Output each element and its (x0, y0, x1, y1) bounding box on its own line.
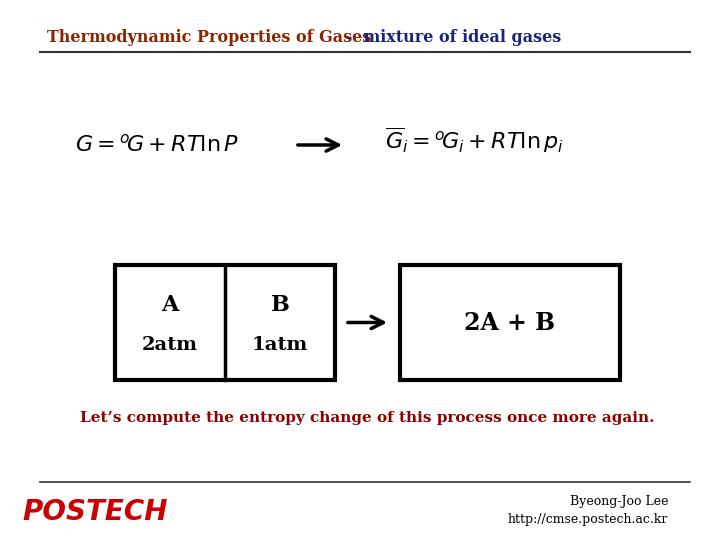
Text: 2A + B: 2A + B (464, 310, 556, 334)
Text: -  mixture of ideal gases: - mixture of ideal gases (340, 30, 562, 46)
Text: $G{=}^o\!G + RT\ln P$: $G{=}^o\!G + RT\ln P$ (75, 134, 239, 156)
Text: 1atm: 1atm (252, 336, 308, 354)
Bar (115, 265, 335, 380)
Text: 2atm: 2atm (142, 336, 198, 354)
Text: A: A (161, 294, 179, 316)
Text: $\overline{G}_i{=}^o\!G_i + RT\ln p_i$: $\overline{G}_i{=}^o\!G_i + RT\ln p_i$ (385, 125, 564, 155)
Bar (400, 265, 620, 380)
Text: Let’s compute the entropy change of this process once more again.: Let’s compute the entropy change of this… (80, 411, 654, 425)
Text: Thermodynamic Properties of Gases: Thermodynamic Properties of Gases (47, 30, 372, 46)
Text: POSTECH: POSTECH (22, 498, 168, 526)
Text: B: B (271, 294, 289, 316)
Text: Byeong-Joo Lee: Byeong-Joo Lee (570, 496, 668, 509)
Text: http://cmse.postech.ac.kr: http://cmse.postech.ac.kr (508, 512, 668, 525)
